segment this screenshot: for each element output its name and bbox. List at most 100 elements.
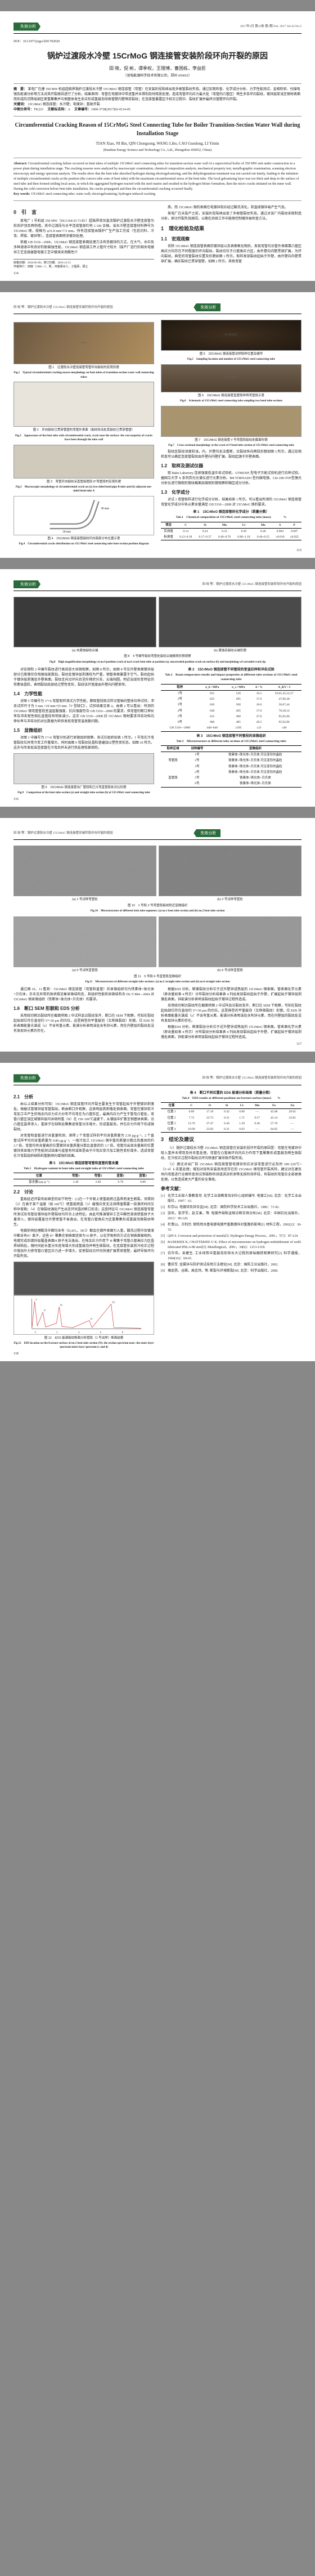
para: 采用线切割沿裂纹所在截面将图 2 中试样品沿裂纹张开，断口在 SEM 下观察，可…	[161, 1004, 302, 1024]
diagram-svg: 30 mm 30 mm	[14, 497, 154, 535]
figure-5: 6 7 8 9 0 5 图 5 15CrMoG 钢连接管试样取样位置及编号 Fi…	[161, 320, 302, 362]
body-columns: 2.1 分析 由以上结果分析可知：15CrMoG 钢连接管环向开裂主要发生于弯管…	[14, 1091, 302, 1350]
section-tag: 失效分析	[14, 1074, 40, 1083]
table-4: 位置COSiCrMnFeZn 位置 16.8917.160.420.80—45.…	[161, 1102, 302, 1133]
page-5: 失效分析 田 晓 等：锅炉过渡段水冷壁 15CrMoG 钢连接管安装阶段环向开裂…	[0, 1063, 315, 1361]
para: （1）锅炉过渡段水冷壁 15CrMoG 钢连接管在安装阶段环开裂的原因是：弯管在…	[161, 1146, 302, 1161]
table-5-cap: 表 5 15CrMoG 钢连接管弯管和直管的氢含量	[14, 1161, 154, 1166]
page-3: 失效分析 田 晓 等：锅炉过渡段水冷壁 15CrMoG 钢连接管安装阶段环向开裂…	[0, 569, 315, 807]
doc-label: 文献标志码：	[48, 108, 68, 111]
table-2-cap: 表 2 15CrMoG 钢连接管不同管段的室温拉伸和冲击试验	[161, 668, 302, 673]
svg-text:Zn: Zn	[112, 1301, 115, 1303]
table-3-cap: 表 3 15CrMoG 钢连接管不同管段的显微组织	[161, 734, 302, 739]
section-tag: 失效分析	[14, 23, 40, 31]
kw-cn: 15CrMoG 钢连接管；水冷壁；电镀锌；氢致开裂	[28, 103, 100, 106]
page-number: 117	[296, 1042, 302, 1047]
abs-cn-text: 某电厂在建 350 MW 机组超临界锅炉过渡段水冷壁 15CrMoG 钢连接管（…	[14, 88, 300, 101]
para: 取 Babu Labortory 连续强度低温中击试验机、UTM5305 型电子…	[161, 471, 302, 486]
h-14: 1.4 力学性能	[14, 691, 154, 697]
affil-cn: （润电能源科学技术有限公司，郑州 450052）	[14, 74, 302, 79]
para: 去除 15CrMoG 钢连接管表面的镀锌层以及表面氧化物后，发现弯管均沿管外表面…	[161, 244, 302, 265]
para: 根据EDS 分析，断面裂纹分析位于近外壁锌成熟层的 15CrMoG 钢表面。管表…	[161, 1025, 302, 1040]
svg-text:C: C	[36, 1298, 38, 1300]
page-header: 失效分析 2017年2月 第43卷 第2期 Feb. 2017 Vol.43 N…	[14, 23, 302, 34]
figure-4: 30 mm 30 mm 图 4 15CrMoG 钢连接管裂纹环向局部分布位置示意…	[14, 496, 154, 547]
para: 根据EDS 分析，断面裂纹分析位于近外壁锌成熟层的 15CrMoG 钢表面。管表…	[161, 987, 302, 1003]
para: 裂纹区裂纹深度较浅，内、外壁均无法看断，沿裂纹纵向两段形貌如图 3 所示。通过宏…	[161, 450, 302, 460]
page-4: 田 晓 等：锅炉过渡段水冷壁 15CrMoG 钢连接管安装阶段环向开裂的原因 失…	[0, 818, 315, 1052]
figure-6: 6 7 8 9 8 5 图 6 15CrMoG 钢连接管直管取样两弯管段示意 F…	[161, 364, 302, 404]
para: 电镀前预处理酸洗中都均含有（H₂SO₄、HCl）都会在镀件表面引入氢，酸洗过程中…	[14, 1229, 154, 1259]
para: 对弯管和直管进行含氢量检测，测得 2 个弯管试样的平均含氢质量为 2.50 μg…	[14, 1134, 154, 1159]
cls-label: 中图分类号：	[14, 108, 34, 111]
svg-text:30 mm: 30 mm	[101, 507, 110, 510]
figure-2: 图 2 环向裂纹已贯穿管壁的弯管外表面（裂纹较深处其裂纹已贯穿管壁） Fig.2…	[14, 382, 154, 442]
h-22: 2.2 讨论	[14, 1189, 154, 1196]
figure-11: (a) 5 号试样直管段 (b) 6 号试样直管段 图 11 5 号和 6 号直…	[14, 916, 302, 984]
para: 某电厂在未投产之前，安装阶段陆续出现了多根管裂纹失效。通过对该厂内裂纹采取制造分…	[161, 212, 302, 222]
para: 质。而 15CrMoG 钢的表面在电镀锌前应经过酸洗活化，若直接镀锌易产生气泡。	[161, 205, 302, 211]
kw-en: 15CrMoG steel connecting tube; water wal…	[31, 193, 155, 196]
page-number: 114	[14, 271, 19, 276]
para: （2）建议对出厂前 15CrMoG 钢连接管管电镀锌后应对该弯管进行必及时 19…	[161, 1162, 302, 1183]
page-header: 田 晓 等：锅炉过渡段水冷壁 15CrMoG 钢连接管安装阶段环向开裂的原因 失…	[14, 303, 302, 315]
figure-8: (a) 未腐蚀裂纹尖端 (b) 腐蚀后裂纹尖端形貌 图 8 4 号编号裂纹弯管处…	[14, 597, 302, 664]
eds-chart: 02468 COFeCrZn	[14, 1295, 154, 1335]
para: 对试 1 弯管取样进行化学成分分析，结果如表 1 所示。可以看出所测的 15Cr…	[161, 498, 302, 508]
table-4-cap-en: Tab.4 EDS results at different positions…	[161, 1096, 302, 1101]
h-3: 3 结论及建议	[161, 1136, 302, 1144]
svg-text:2: 2	[56, 1331, 57, 1334]
kw-en-label: Key words:	[14, 193, 30, 196]
para: 通过图 10，11 看到：15CrMoG 钢连接管（弯管和直管）的显微组织均为铁…	[14, 987, 154, 1003]
h-11: 1.1 宏观观察	[161, 236, 302, 243]
page-2: 田 晓 等：锅炉过渡段水冷壁 15CrMoG 钢连接管安装阶段环向开裂的原因 失…	[0, 292, 315, 558]
abstract-en: Abstract: Circumferential cracking failu…	[14, 158, 302, 201]
table-1-cap-en: Tab.1 Chemical composition of 15CrMoG st…	[161, 515, 302, 520]
h-intro: 0 引 言	[14, 209, 154, 217]
body-columns: 通过图 10，11 看到：15CrMoG 钢连接管（弯管和直管）的显微组织均为铁…	[14, 987, 302, 1040]
abs-en-text: Circumferential cracking failure occurre…	[14, 162, 299, 191]
para: 依据 GB 5310—2008，15CrMoG 钢连接管表面处理方法有热镀锌的方…	[14, 240, 154, 256]
para: 对图 5 中编号为 1～6 弯管取样测试力学性能，都取管段取试样沿管轴向整体拉伸…	[14, 699, 154, 724]
para: 由以上结果分析可知：15CrMoG 钢连接管环向开裂主要发生于弯管起始于外壁镀锌…	[14, 1102, 154, 1133]
section-tag: 失效分析	[14, 580, 40, 589]
h-12: 1.2 取样及测试仪器	[161, 463, 302, 469]
figure-10: (a) 1 号试样弯管处 (b) 2 号试样弯管处 图 10 1 号和 2 号弯…	[14, 846, 302, 913]
footnote: 收稿日期：2016-05-09；修订日期：2016-12-15 作者简介：田晓（…	[14, 259, 154, 270]
para: 采用线切割沿裂纹所在截面将图 2 中试样品沿裂纹张开，断口在 SEM 下观察，可…	[14, 1014, 154, 1034]
h-1: 1 理化检验及结果	[161, 225, 302, 233]
authors-cn: 田 晓，倪 彬，谭季权，王理博，曹国栋，李益民	[14, 65, 302, 72]
section-tag: 失效分析	[194, 303, 220, 312]
table-3-cap-en: Tab.3 Microstructure at different tube s…	[161, 739, 302, 744]
figure-3: 图 3 弯管环向裂纹深直管接管段 8°弯管段的宏观形貌 Fig.3 Macros…	[14, 445, 154, 494]
body-columns: tubes 图 1 过渡段水冷壁连接管弯管环向裂纹的宏观形貌 Fig.1 Typ…	[14, 320, 302, 547]
table-4-cap: 表 4 断口不同位置的 EDS 能谱分析结果（质量分数）	[161, 1091, 302, 1096]
svg-text:Fe: Fe	[60, 1304, 62, 1306]
title-cn: 锅炉过渡段水冷壁 15CrMoG 钢连接管安装阶段环向开裂的原因	[14, 50, 302, 62]
title-en: Circumferential Cracking Reason of 15CrM…	[14, 121, 302, 138]
issue-info: 2017年2月 第43卷 第2期 Feb. 2017 Vol.43 No.2	[240, 24, 302, 29]
svg-text:4: 4	[78, 1331, 79, 1334]
svg-text:6: 6	[100, 1331, 101, 1334]
figure-7: 图 7 15CrMoG 钢连接管 # 号弯管段裂纹处截面形貌 Fig.7 Cro…	[161, 406, 302, 448]
page-number: 118	[14, 1352, 19, 1357]
table-5-cap-en: Tab.5 Hydrogen content in bent tube and …	[14, 1166, 154, 1171]
table-5: 位置弯管1弯管2直管1直管2 氢含量/(μg·g⁻¹)2.402.600.700…	[14, 1173, 154, 1186]
figure-12: 02468 COFeCrZn 图 12 EDS 能谱裂纹断面分析管段（1 号试样…	[14, 1262, 154, 1350]
svg-text:Cr: Cr	[91, 1317, 93, 1320]
para: 氢致延迟开裂有如典型的如下特性：(1)在一个外观上使氢能跨过晶界而发生断裂，须得…	[14, 1197, 154, 1228]
svg-text:8: 8	[122, 1331, 123, 1334]
svg-text:O: O	[44, 1309, 46, 1312]
page-1: 失效分析 2017年2月 第43卷 第2期 Feb. 2017 Vol.43 N…	[0, 11, 315, 281]
affil-en: (Rundian Energy Science and Technology C…	[14, 148, 302, 153]
kw-cn-label: 关键词：	[14, 103, 27, 106]
art-label: 文章编号：	[74, 108, 91, 111]
abs-cn-label: 摘 要：	[14, 88, 27, 91]
authors-en: TIAN Xiao, NI Bin, QIN Chongsong, WANG L…	[14, 141, 302, 147]
body-columns: 0 引 言 某电厂 1 号机组 350 MW（DG1164/25.73-Ⅱ1）超…	[14, 205, 302, 270]
doi: DOI：10.11973/jxgccl201702020	[14, 39, 302, 44]
para: 某电厂 1 号机组 350 MW（DG1164/25.73-Ⅱ1）超临界变压直流…	[14, 219, 154, 239]
page-header: 田 晓 等：锅炉过渡段水冷壁 15CrMoG 钢连接管安装阶段环向开裂的原因 失…	[14, 829, 302, 840]
table-1-cap: 表 1 15CrMoG 钢连接管的化学成分（质量分数）	[161, 510, 302, 515]
page-header: 失效分析 田 晓 等：锅炉过渡段水冷壁 15CrMoG 钢连接管安装阶段环向开裂…	[14, 580, 302, 592]
